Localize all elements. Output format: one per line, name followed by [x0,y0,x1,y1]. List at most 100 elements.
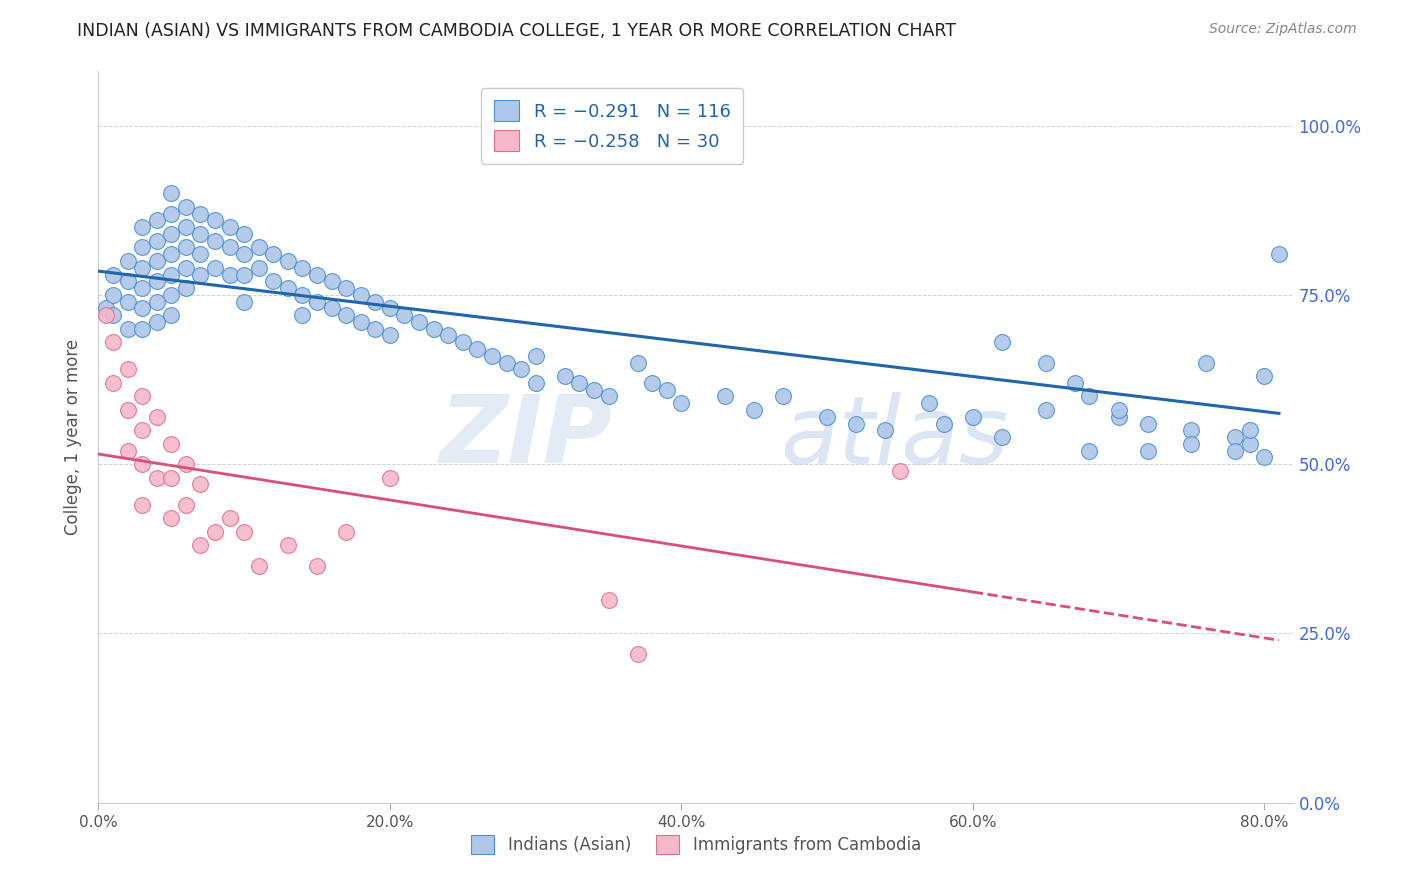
Point [845,417,868,431]
Point [131,281,153,295]
Point [190,247,212,261]
Point [247,558,270,573]
Point [962,409,984,424]
Point [131,457,153,471]
Point [94,301,117,316]
Point [568,376,591,390]
Point [101,376,124,390]
Point [554,369,576,384]
Point [1136,417,1159,431]
Point [190,227,212,241]
Point [131,498,153,512]
Point [145,471,167,485]
Point [190,538,212,552]
Point [204,213,226,227]
Point [1253,450,1275,465]
Point [918,396,941,410]
Point [160,288,183,302]
Point [131,220,153,235]
Point [1239,423,1261,437]
Point [218,220,240,235]
Point [932,417,955,431]
Point [277,254,299,268]
Point [889,464,911,478]
Point [598,389,620,403]
Text: Source: ZipAtlas.com: Source: ZipAtlas.com [1209,22,1357,37]
Point [101,308,124,322]
Point [671,396,693,410]
Point [131,260,153,275]
Point [991,335,1014,350]
Point [117,254,139,268]
Point [233,524,256,539]
Point [262,274,284,288]
Point [364,294,387,309]
Point [174,220,197,235]
Point [991,430,1014,444]
Point [495,355,517,369]
Point [145,315,167,329]
Point [655,383,678,397]
Point [174,457,197,471]
Point [335,281,357,295]
Point [378,301,401,316]
Point [160,247,183,261]
Point [204,524,226,539]
Point [598,592,620,607]
Point [218,268,240,282]
Point [174,260,197,275]
Point [335,524,357,539]
Point [1078,443,1101,458]
Point [510,362,533,376]
Point [117,274,139,288]
Point [524,376,547,390]
Point [160,437,183,451]
Point [1180,423,1202,437]
Point [204,260,226,275]
Point [233,294,256,309]
Point [524,349,547,363]
Point [641,376,664,390]
Point [1108,409,1130,424]
Legend: Indians (Asian), Immigrants from Cambodia: Indians (Asian), Immigrants from Cambodi… [461,825,931,864]
Point [1225,443,1247,458]
Point [742,403,765,417]
Point [1268,247,1291,261]
Point [714,389,737,403]
Point [262,247,284,261]
Point [378,471,401,485]
Point [204,234,226,248]
Point [131,423,153,437]
Point [481,349,503,363]
Point [1035,355,1057,369]
Point [467,342,489,356]
Point [190,268,212,282]
Point [247,240,270,254]
Point [101,288,124,302]
Point [394,308,416,322]
Point [305,558,328,573]
Point [145,294,167,309]
Text: ZIP: ZIP [440,391,613,483]
Point [378,328,401,343]
Point [160,206,183,220]
Point [291,260,314,275]
Point [277,538,299,552]
Point [117,322,139,336]
Point [321,301,343,316]
Point [335,308,357,322]
Point [160,227,183,241]
Point [174,281,197,295]
Point [1064,376,1087,390]
Point [160,186,183,201]
Point [117,362,139,376]
Point [291,308,314,322]
Point [1253,369,1275,384]
Point [772,389,794,403]
Point [145,409,167,424]
Point [190,477,212,491]
Point [291,288,314,302]
Point [117,294,139,309]
Point [160,511,183,525]
Point [131,301,153,316]
